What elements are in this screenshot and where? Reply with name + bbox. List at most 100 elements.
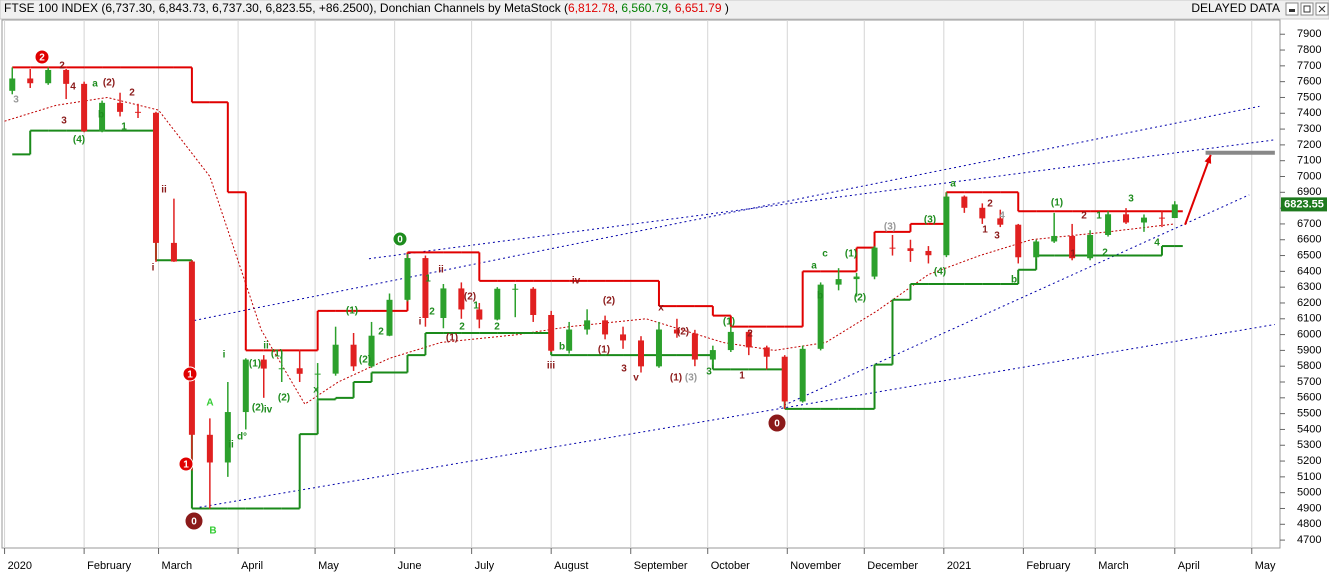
candle-body <box>458 288 465 310</box>
candle-body <box>745 331 752 348</box>
y-tick-label: 7700 <box>1297 60 1321 72</box>
candle-body <box>835 279 842 285</box>
wave-label: (4) <box>934 267 946 278</box>
wave-label: i <box>152 263 155 274</box>
y-tick-label: 7200 <box>1297 139 1321 151</box>
candle-body <box>1051 235 1058 242</box>
x-tick-label: March <box>1098 560 1129 572</box>
x-tick-label: March <box>162 560 193 572</box>
candle-body <box>386 299 393 336</box>
y-tick-label: 4800 <box>1297 518 1321 530</box>
wave-label: 2 <box>429 307 435 318</box>
wave-label: 1 <box>1096 211 1102 222</box>
wave-label: 2 <box>378 327 384 338</box>
candle-body <box>943 196 950 256</box>
candle-body <box>979 207 986 219</box>
y-tick-label: 4900 <box>1297 502 1321 514</box>
header-part: , <box>668 1 675 15</box>
candle-body <box>170 242 177 262</box>
candle-body <box>135 111 142 113</box>
maximize-button[interactable] <box>1300 2 1314 16</box>
window-buttons[interactable] <box>1285 2 1329 16</box>
candle-body <box>404 258 411 300</box>
y-tick-label: 7900 <box>1297 28 1321 40</box>
x-tick-label: February <box>87 560 132 572</box>
wave-label: (2) <box>103 78 115 89</box>
candle-body <box>1105 214 1112 235</box>
candle-body <box>709 350 716 360</box>
candle-body <box>871 247 878 277</box>
candle-body <box>997 218 1004 225</box>
x-tick-label: 2021 <box>947 560 971 572</box>
wave-marker <box>184 511 204 531</box>
y-tick-label: 5700 <box>1297 376 1321 388</box>
candle-body <box>476 309 483 320</box>
wave-label: (3) <box>884 222 896 233</box>
wave-label: 1 <box>183 460 189 471</box>
candle-body <box>27 78 34 84</box>
candle-body <box>206 434 213 463</box>
wave-label: ii <box>161 185 167 196</box>
wave-label: (1) <box>845 249 857 260</box>
y-tick-label: 5800 <box>1297 360 1321 372</box>
wave-label: 2 <box>494 322 500 333</box>
wave-label: i <box>223 350 226 361</box>
y-tick-label: 6000 <box>1297 328 1321 340</box>
candle-body <box>673 329 680 334</box>
header-part: 6,651.79 <box>675 1 722 15</box>
y-tick-label: 6900 <box>1297 186 1321 198</box>
y-tick-label: 6200 <box>1297 297 1321 309</box>
y-tick-label: 7800 <box>1297 44 1321 56</box>
header-part: ) <box>722 1 729 15</box>
wave-marker <box>392 231 408 247</box>
candle-body <box>188 261 195 435</box>
wave-label: iv <box>264 405 273 416</box>
wave-label: 3 <box>994 231 1000 242</box>
candle-body <box>1171 204 1178 219</box>
candle-body <box>763 347 770 357</box>
y-tick-label: 5500 <box>1297 408 1321 420</box>
trendline <box>368 139 1275 260</box>
candle-body <box>584 320 591 330</box>
wave-label: 2 <box>747 329 753 340</box>
wave-label: ii <box>438 265 444 276</box>
wave-label: 0 <box>397 235 403 246</box>
candle-body <box>691 333 698 360</box>
moving-average <box>4 96 1175 405</box>
x-tick-label: 2020 <box>8 560 32 572</box>
wave-label: (4) <box>73 135 85 146</box>
plot-area <box>1 19 1281 549</box>
wave-label: (2) <box>603 296 615 307</box>
wave-label: b <box>559 342 565 353</box>
wave-label: 2 <box>39 53 45 64</box>
wave-label: 1 <box>425 274 431 285</box>
candle-body <box>314 373 321 375</box>
candle-body <box>655 329 662 367</box>
wave-label: 3 <box>621 364 627 375</box>
wave-label: 2 <box>1081 211 1087 222</box>
header-title: FTSE 100 INDEX (6,737.30, 6,843.73, 6,73… <box>4 1 729 15</box>
candle-body <box>548 314 555 351</box>
candle-body <box>530 288 537 315</box>
wave-label: a <box>950 179 956 190</box>
wave-label: 4 <box>999 211 1005 222</box>
wave-label: b <box>817 291 823 302</box>
wave-label: iv <box>572 276 581 287</box>
candle-body <box>1015 224 1022 258</box>
wave-label: 1 <box>982 225 988 236</box>
wave-label: (2) <box>278 393 290 404</box>
trendline <box>779 194 1250 408</box>
candle-body <box>350 344 357 367</box>
candle-body <box>368 335 375 367</box>
candle-body <box>1087 234 1094 259</box>
candle-body <box>781 356 788 402</box>
header-part: FTSE 100 INDEX (6,737.30, 6,843.73, 6,73… <box>4 1 568 15</box>
status: DELAYED DATA <box>1191 1 1280 15</box>
y-tick-label: 6600 <box>1297 234 1321 246</box>
wave-label: b <box>98 110 104 121</box>
projection-arrow <box>1184 154 1212 226</box>
candle-body <box>602 320 609 335</box>
wave-label: 2 <box>987 199 993 210</box>
x-tick-label: May <box>1255 560 1276 572</box>
